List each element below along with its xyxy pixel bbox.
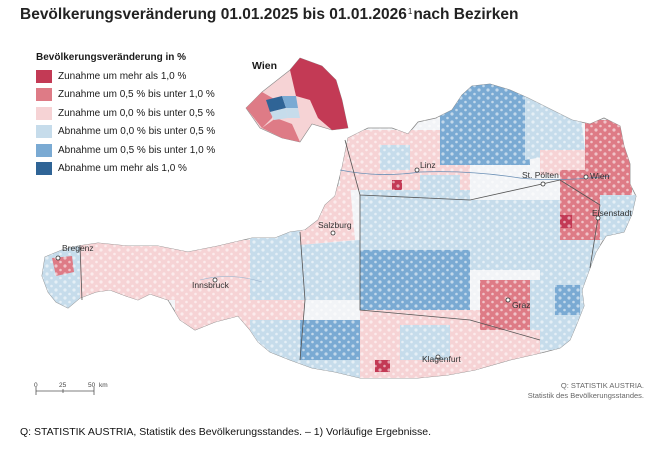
legend-swatch xyxy=(36,88,52,102)
legend-swatch xyxy=(36,106,52,120)
scale-tick-25: 25 xyxy=(59,382,67,389)
legend-item: Abnahme um 0,0 % bis unter 0,5 % xyxy=(36,123,215,142)
legend-label: Abnahme um mehr als 1,0 % xyxy=(58,163,187,175)
legend-label: Zunahme um 0,5 % bis unter 1,0 % xyxy=(58,89,215,101)
legend-swatch xyxy=(36,143,52,157)
map-title-suffix: nach Bezirken xyxy=(413,6,519,23)
legend-title: Bevölkerungsveränderung in % xyxy=(36,52,187,63)
map-title: Bevölkerungsveränderung 01.01.2025 bis 0… xyxy=(20,6,518,24)
legend-item: Abnahme um 0,5 % bis unter 1,0 % xyxy=(36,141,215,160)
city-label-linz: Linz xyxy=(420,160,436,170)
city-markers xyxy=(55,167,601,360)
footnote: Q: STATISTIK AUSTRIA, Statistik des Bevö… xyxy=(20,426,432,438)
legend-label: Abnahme um 0,0 % bis unter 0,5 % xyxy=(58,126,216,138)
legend-label: Zunahme um 0,0 % bis unter 0,5 % xyxy=(58,107,215,119)
city-label-bregenz: Bregenz xyxy=(62,243,94,253)
city-label-salzburg: Salzburg xyxy=(318,220,352,230)
vienna-inset-map xyxy=(245,57,349,143)
city-label-st-poelten: St. Pölten xyxy=(522,170,559,180)
city-label-wien: Wien xyxy=(590,171,610,181)
legend: Bevölkerungsveränderung in % Zunahme um … xyxy=(36,52,215,178)
inset-title: Wien xyxy=(252,60,277,72)
legend-swatch xyxy=(36,125,52,139)
legend-swatch xyxy=(36,162,52,176)
city-label-graz: Graz xyxy=(512,300,531,310)
city-label-eisenstadt: Eisenstadt xyxy=(592,208,632,218)
scale-bar xyxy=(35,387,95,395)
source-line-1: Q: STATISTIK AUSTRIA. xyxy=(560,381,644,390)
legend-swatch xyxy=(36,69,52,83)
legend-item: Zunahme um 0,0 % bis unter 0,5 % xyxy=(36,104,215,123)
legend-label: Zunahme um mehr als 1,0 % xyxy=(58,70,187,82)
legend-item: Zunahme um 0,5 % bis unter 1,0 % xyxy=(36,86,215,105)
source-note: Q: STATISTIK AUSTRIA. Statistik des Bevö… xyxy=(528,381,644,401)
scale-tick-50: 50 xyxy=(88,382,96,389)
scale-unit: km xyxy=(99,382,108,389)
source-line-2: Statistik des Bevölkerungsstandes. xyxy=(527,391,644,400)
footnote-marker: 1 xyxy=(407,7,413,16)
scale-tick-0: 0 xyxy=(34,382,38,389)
city-label-klagenfurt: Klagenfurt xyxy=(422,354,461,364)
city-label-innsbruck: Innsbruck xyxy=(192,280,229,290)
legend-label: Abnahme um 0,5 % bis unter 1,0 % xyxy=(58,144,216,156)
legend-item: Abnahme um mehr als 1,0 % xyxy=(36,160,215,179)
map-title-main: Bevölkerungsveränderung 01.01.2025 bis 0… xyxy=(20,6,407,23)
legend-item: Zunahme um mehr als 1,0 % xyxy=(36,67,215,86)
